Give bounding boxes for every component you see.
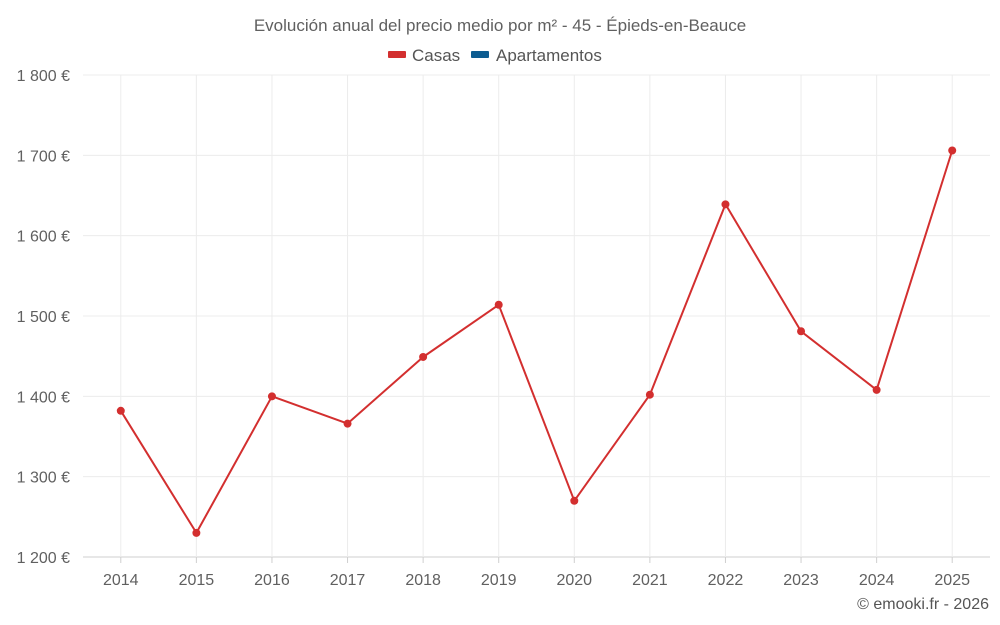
chart-title: Evolución anual del precio medio por m² …	[254, 16, 746, 35]
y-tick-label: 1 600 €	[17, 229, 70, 246]
data-point-2022[interactable]	[721, 200, 730, 209]
x-tick-label: 2020	[556, 572, 592, 589]
data-point-2018[interactable]	[419, 352, 428, 361]
legend-swatch-casas[interactable]	[388, 51, 406, 58]
legend: Casas Apartamentos	[388, 46, 602, 65]
x-tick-label: 2015	[179, 572, 215, 589]
credit-text: © emooki.fr - 2026	[857, 596, 989, 613]
data-point-2015[interactable]	[192, 528, 201, 537]
data-point-2014[interactable]	[116, 406, 125, 415]
x-tick-label: 2017	[330, 572, 366, 589]
y-tick-label: 1 300 €	[17, 470, 70, 487]
series-casas	[116, 146, 957, 537]
y-tick-label: 1 500 €	[17, 309, 70, 326]
x-tick-label: 2018	[405, 572, 441, 589]
series-line-casas	[119, 150, 954, 534]
x-tick-label: 2019	[481, 572, 517, 589]
y-tick-label: 1 700 €	[17, 148, 70, 165]
y-tick-label: 1 200 €	[17, 550, 70, 567]
x-tick-label: 2014	[103, 572, 139, 589]
legend-swatch-apartamentos[interactable]	[471, 51, 489, 58]
legend-label-casas[interactable]: Casas	[412, 46, 460, 65]
data-point-2023[interactable]	[797, 327, 806, 336]
data-point-2020[interactable]	[570, 496, 579, 505]
data-point-2016[interactable]	[267, 392, 276, 401]
x-tick-label: 2016	[254, 572, 290, 589]
x-tick-label: 2025	[934, 572, 970, 589]
data-point-2025[interactable]	[948, 146, 957, 155]
y-tick-label: 1 400 €	[17, 389, 70, 406]
y-axis-ticks: 1 200 € 1 300 € 1 400 € 1 500 € 1 600 € 1 700…	[17, 68, 70, 567]
data-point-2024[interactable]	[872, 385, 881, 394]
x-tick-label: 2022	[708, 572, 744, 589]
data-point-2017[interactable]	[343, 419, 352, 428]
grid	[83, 74, 990, 563]
x-tick-label: 2023	[783, 572, 819, 589]
data-point-2021[interactable]	[645, 390, 654, 399]
x-tick-label: 2024	[859, 572, 895, 589]
x-axis-ticks: 2014 2015 2016 2017 2018 2019 2020 2021 2022 2023…	[103, 572, 970, 589]
data-point-2019[interactable]	[494, 300, 503, 309]
y-tick-label: 1 800 €	[17, 68, 70, 85]
legend-label-apartamentos[interactable]: Apartamentos	[496, 46, 602, 65]
x-tick-label: 2021	[632, 572, 668, 589]
